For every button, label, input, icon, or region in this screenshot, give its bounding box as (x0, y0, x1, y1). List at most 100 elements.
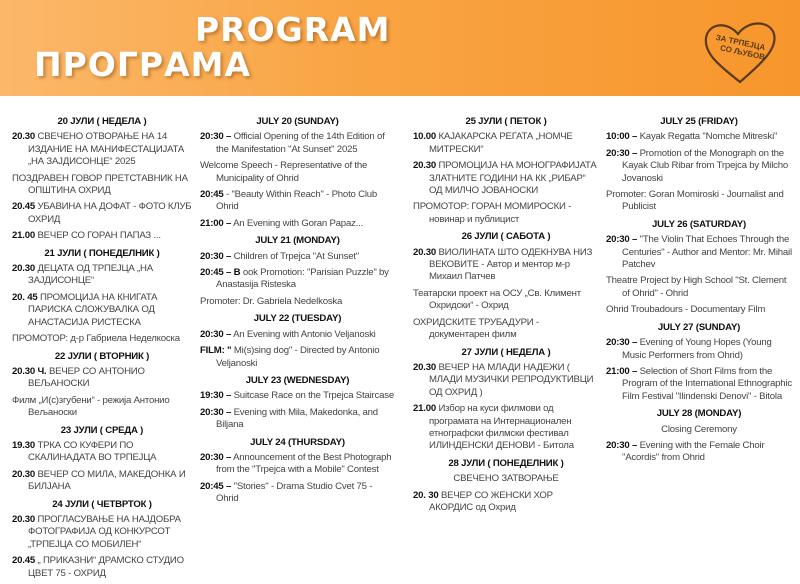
entry-text: Promoter: Dr. Gabriela Nedelkoska (200, 295, 343, 307)
entry-text: ook Promotion: "Parisian Puzzle" by Anas… (216, 267, 389, 291)
program-column-mk-1: 20 ЈУЛИ ( НЕДЕЛА ) 20.30 СВЕЧЕНО ОТВОРАЊЕ… (12, 111, 192, 584)
entry-text: „ ПРИКАЗНИ“ ДРАМСКО СТУДИО ЦВЕТ 75 - ОХР… (28, 555, 184, 579)
day-subtitle: Closing Ceremony (661, 423, 737, 435)
entry-text: "The Violin That Echoes Through the Cent… (622, 234, 792, 271)
program-entry: 19:30 – Suitcase Race on the Trpejca Sta… (200, 390, 395, 402)
day-section: 25 ЈУЛИ ( ПЕТОК ) 10.00 КАЈАКАРСКА РЕГАТА… (413, 116, 599, 226)
entry-time: 20:45 – B (200, 267, 241, 279)
entry-text: Evening with the Female Choir "Acordis" … (622, 439, 765, 464)
entry-time: 20:30 – (606, 337, 638, 349)
program-entry: 20:30 – Evening with the Female Choir "A… (606, 440, 792, 465)
entry-time: 20.45 (12, 201, 36, 213)
entry-text: Selection of Short Films from the Progra… (622, 365, 792, 402)
program-entry: 20:30 – Announcement of the Best Photogr… (200, 452, 395, 477)
program-entry: 21.00 ВЕЧЕР СО ГОРАН ПАПАЗ ... (12, 230, 192, 242)
entry-time: 20:30 – (200, 406, 232, 418)
entry-text: An Evening with Goran Papaz... (233, 217, 364, 229)
entry-time: 21:00 – (200, 217, 232, 229)
program-entry: 20.30 ВИОЛИНАТА ШТО ОДЕКНУВА НИЗ ВЕКОВИТ… (413, 247, 599, 284)
program-entry: 21:00 – Selection of Short Films from th… (606, 366, 792, 403)
title-english: PROGRAM (195, 10, 391, 49)
program-entry: 20.30 Ч. ВЕЧЕР СО АНТОНИО ВЕЉАНОСКИ (12, 366, 192, 391)
program-entry: 10:00 – Kayak Regatta "Nomche Mitreski" (606, 131, 792, 143)
program-entry: 20.45 „ ПРИКАЗНИ“ ДРАМСКО СТУДИО ЦВЕТ 75… (12, 555, 192, 580)
day-heading: JULY 21 (MONDAY) (255, 235, 340, 247)
program-entry: 20:30 – Children of Trpejca "At Sunset" (200, 251, 395, 263)
program-entry: 20. 30 ВЕЧЕР СО ЖЕНСКИ ХОР АКОРДИС од Ох… (413, 490, 599, 515)
day-section: 22 ЈУЛИ ( ВТОРНИК ) 20.30 Ч. ВЕЧЕР СО АНТ… (12, 351, 192, 420)
entry-time: 20.30 (12, 263, 36, 275)
entry-text: ОХРИДСКИТЕ ТРУБАДУРИ - документарен филм (413, 316, 539, 341)
day-section: 23 ЈУЛИ ( СРЕДА ) 19.30 ТРКА СО КУФЕРИ ПО… (12, 425, 192, 494)
program-note: ПОЗДРАВЕН ГОВОР ПРЕТСТАВНИК НА ОПШТИНА О… (12, 173, 192, 198)
entry-text: ПРОГЛАСУВАЊЕ НА НАЈДОБРА ФОТОГРАФИЈА ОД … (28, 513, 181, 550)
entry-time: 20:30 – (606, 439, 638, 451)
entry-text: ВЕЧЕР НА МЛАДИ НАДЕЖИ ( МЛАДИ МУЗИЧКИ РЕ… (429, 361, 594, 398)
entry-time: 20. 45 (12, 291, 38, 303)
program-entry: 20:30 – An Evening with Antonio Veljanos… (200, 329, 395, 341)
entry-time: 20:30 – (200, 328, 232, 340)
entry-text: - "Beauty Within Reach" - Photo Club Ohr… (216, 189, 378, 213)
entry-text: ПРОМОТОР: ГОРАН МОМИРОСКИ - новинар и пу… (413, 201, 572, 225)
entry-text: Welcome Speech - Representative of the M… (200, 160, 368, 184)
program-note: Театарски проект на ОСУ „Св. Климент Охр… (413, 288, 599, 313)
program-entry: 20. 45 ПРОМОЦИЈА НА КНИГАТА ПАРИСКА СЛОЖ… (12, 292, 192, 329)
entry-text: ВЕЧЕР СО АНТОНИО ВЕЉАНОСКИ (28, 365, 145, 390)
entry-time: 20:45 (200, 189, 224, 201)
entry-text: Ohrid Troubadours - Documentary Film (606, 304, 766, 316)
program-note: Ohrid Troubadours - Documentary Film (606, 304, 792, 316)
day-section: JULY 22 (TUESDAY) 20:30 – An Evening with… (200, 313, 395, 370)
entry-text: ВЕЧЕР СО ЖЕНСКИ ХОР АКОРДИС од Охрид (429, 489, 553, 513)
entry-text: An Evening with Antonio Veljanoski (233, 328, 376, 340)
day-section: 28 ЈУЛИ ( ПОНЕДЕЛНИК ) СВЕЧЕНО ЗАТВОРАЊЕ 2… (413, 458, 599, 515)
entry-text: Promotion of the Monograph on the Kayak … (622, 147, 789, 184)
entry-text: Children of Trpejca "At Sunset" (233, 250, 360, 262)
entry-time: 21:00 – (606, 365, 638, 377)
title-macedonian: ПРОГРАМА (34, 45, 251, 84)
day-heading: 23 ЈУЛИ ( СРЕДА ) (60, 424, 144, 436)
day-heading: JULY 22 (TUESDAY) (253, 313, 342, 325)
program-entry: 19.30 ТРКА СО КУФЕРИ ПО СКАЛИНАДАТА ВО Т… (12, 440, 192, 465)
heart-logo-icon: ЗА ТРПЕЈЦА СО ЉУБОВ (704, 22, 776, 84)
program-column-en-1: JULY 20 (SUNDAY) 20:30 – Official Opening… (200, 111, 395, 510)
entry-time: 20:30 – (606, 234, 638, 246)
entry-time: 20.30 (413, 246, 437, 258)
program-entry: 20.30 ПРОГЛАСУВАЊЕ НА НАЈДОБРА ФОТОГРАФИ… (12, 514, 192, 551)
program-entry: 20.30 ВЕЧЕР СО МИЛА, МАКЕДОНКА И БИЛЈАНА (12, 469, 192, 494)
entry-time: 20:30 – (200, 131, 232, 143)
entry-text: Театарски проект на ОСУ „Св. Климент Охр… (413, 287, 581, 312)
program-entry: 20.30 ДЕЦАТА ОД ТРПЕЈЦА „НА ЗАЈДИСОНЦЕ“ (12, 263, 192, 288)
day-section: 20 ЈУЛИ ( НЕДЕЛА ) 20.30 СВЕЧЕНО ОТВОРАЊЕ… (12, 116, 192, 243)
program-note: Theatre Project by High School "St. Clem… (606, 275, 792, 300)
program-entry: 20.30 ПРОМОЦИЈА НА МОНОГРАФИЈАТА ЗЛАТНИТ… (413, 160, 599, 197)
day-heading: 20 ЈУЛИ ( НЕДЕЛА ) (57, 116, 147, 127)
day-section: JULY 26 (SATURDAY) 20:30 – "The Violin Th… (606, 219, 792, 317)
entry-text: "Stories" - Drama Studio Cvet 75 - Ohrid (216, 480, 373, 505)
program-entry: 21:00 – An Evening with Goran Papaz... (200, 218, 395, 230)
entry-text: Kayak Regatta "Nomche Mitreski" (639, 131, 778, 143)
program-note: ПРОМОТОР: д-р Габриела Неделкоска (12, 333, 192, 345)
entry-text: КАЈАКАРСКА РЕГАТА „НОМЧЕ МИТРЕСКИ“ (429, 131, 573, 155)
program-entry: FILM: " Mi(s)sing dog" - Directed by Ant… (200, 345, 395, 370)
day-heading: JULY 23 (WEDNESDAY) (245, 374, 350, 386)
program-entry: 10.00 КАЈАКАРСКА РЕГАТА „НОМЧЕ МИТРЕСКИ“ (413, 131, 599, 156)
day-heading: 22 ЈУЛИ ( ВТОРНИК ) (54, 350, 150, 362)
entry-time: 20. 30 (413, 489, 439, 501)
entry-text: ПРОМОЦИЈА НА МОНОГРАФИЈАТА ЗЛАТНИТЕ ГОДИ… (429, 160, 597, 197)
day-section: 24 ЈУЛИ ( ЧЕТВРТОК ) 20.30 ПРОГЛАСУВАЊЕ Н… (12, 499, 192, 580)
entry-text: ПРОМОЦИЈА НА КНИГАТА ПАРИСКА СЛОЖУВАЛКА … (28, 291, 158, 328)
day-section: 26 ЈУЛИ ( САБОТА ) 20.30 ВИОЛИНАТА ШТО ОД… (413, 231, 599, 341)
day-section: JULY 20 (SUNDAY) 20:30 – Official Opening… (200, 116, 395, 230)
entry-time: 19.30 (12, 439, 36, 451)
entry-text: Announcement of the Best Photograph from… (216, 451, 392, 476)
entry-text: СВЕЧЕНО ОТВОРАЊЕ НА 14 ИЗДАНИЕ НА МАНИФЕ… (28, 131, 185, 168)
program-note: Promoter: Goran Momiroski - Journalist a… (606, 189, 792, 214)
entry-time: 20.30 (12, 513, 36, 525)
entry-time: 20:30 – (200, 250, 232, 262)
entry-time: 20.30 (413, 361, 437, 373)
entry-time: FILM: " (200, 345, 232, 357)
program-entry: 20:30 – Promotion of the Monograph on th… (606, 148, 792, 185)
program-entry: 20.45 УБАВИНА НА ДОФАТ - ФОТО КЛУБ ОХРИД (12, 201, 192, 226)
day-heading: JULY 25 (FRIDAY) (660, 116, 738, 127)
day-heading: 24 ЈУЛИ ( ЧЕТВРТОК ) (52, 498, 152, 510)
